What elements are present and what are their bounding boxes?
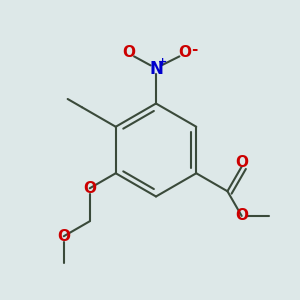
Text: +: + xyxy=(158,57,167,68)
Text: O: O xyxy=(178,45,191,60)
Text: O: O xyxy=(57,229,70,244)
Text: O: O xyxy=(235,208,248,224)
Text: O: O xyxy=(122,45,136,60)
Text: O: O xyxy=(235,155,248,170)
Text: N: N xyxy=(149,60,163,78)
Text: O: O xyxy=(83,181,96,196)
Text: -: - xyxy=(191,42,197,57)
